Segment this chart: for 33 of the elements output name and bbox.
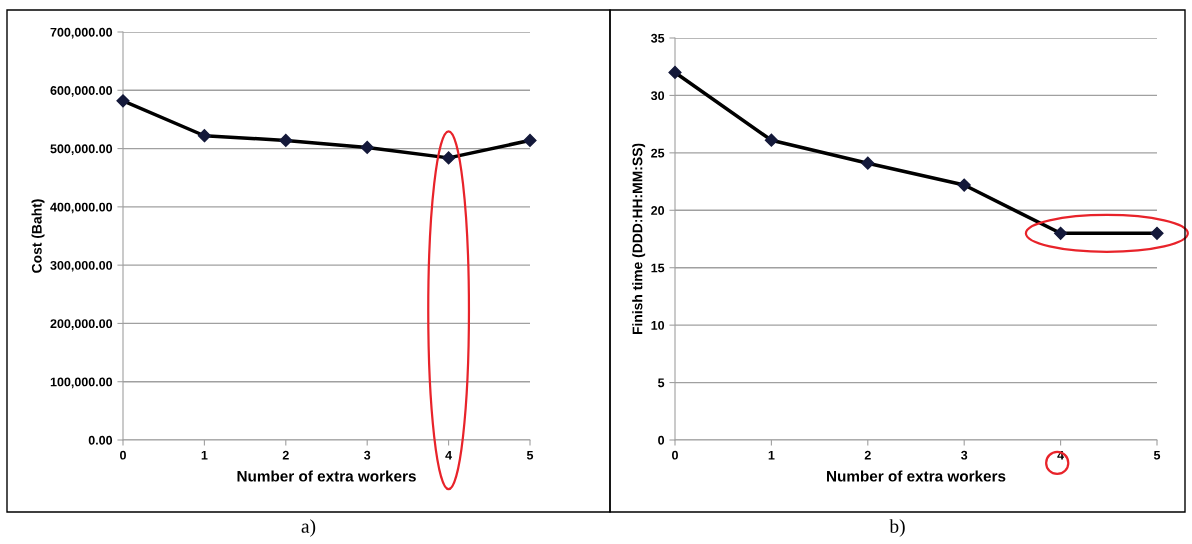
x-tick-label: 1 (201, 450, 208, 460)
text: a) (301, 519, 316, 537)
x-tick-label: 3 (961, 450, 968, 460)
y-tick-label: 600,000.00 (50, 86, 113, 97)
y-tick-label: 100,000.00 (50, 377, 113, 389)
x-tick-label: 5 (526, 450, 534, 460)
y-tick-label: 5 (658, 378, 665, 388)
x-axis-title: Number of extra workers (827, 470, 1006, 482)
x-tick-label: 2 (864, 450, 871, 460)
y-tick-label: 20 (651, 206, 665, 215)
x-tick-label: 0 (672, 450, 678, 460)
y-tick-label: 0.00 (88, 435, 113, 445)
x-axis-title: Number of extra workers (237, 470, 416, 482)
y-tick-label: 30 (650, 91, 665, 101)
y-tick-label: 200,000.00 (50, 319, 113, 330)
y-tick-label: 300,000.00 (50, 260, 113, 272)
text: b) (889, 519, 905, 537)
y-tick-label: 10 (651, 320, 665, 330)
y-axis-title: Finish time (DDD:HH:MM:SS) (632, 143, 646, 335)
y-tick-label: 25 (651, 148, 665, 158)
x-tick-label: 3 (364, 450, 371, 460)
x-tick-label: 2 (282, 450, 289, 460)
x-tick-label: 1 (768, 450, 775, 460)
y-axis-title: Cost (Baht) (31, 199, 45, 273)
x-tick-label: 4 (445, 450, 453, 460)
x-tick-label: 0 (120, 450, 126, 460)
y-tick-label: 400,000.00 (50, 202, 113, 214)
y-tick-label: 15 (651, 263, 665, 273)
y-tick-label: 500,000.00 (50, 144, 113, 156)
y-tick-label: 700,000.00 (50, 27, 113, 39)
y-tick-label: 0 (658, 435, 665, 445)
y-tick-label: 35 (650, 33, 665, 43)
x-tick-label: 5 (1153, 450, 1161, 460)
